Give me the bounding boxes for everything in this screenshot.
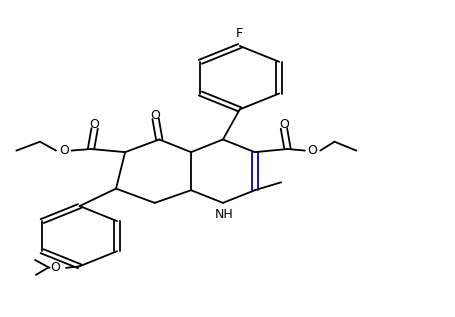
Text: O: O bbox=[308, 144, 318, 157]
Text: O: O bbox=[279, 118, 289, 131]
Text: O: O bbox=[90, 118, 100, 131]
Text: NH: NH bbox=[215, 208, 234, 222]
Text: O: O bbox=[151, 108, 161, 122]
Text: F: F bbox=[236, 27, 243, 41]
Text: O: O bbox=[59, 144, 69, 157]
Text: O: O bbox=[51, 261, 61, 275]
